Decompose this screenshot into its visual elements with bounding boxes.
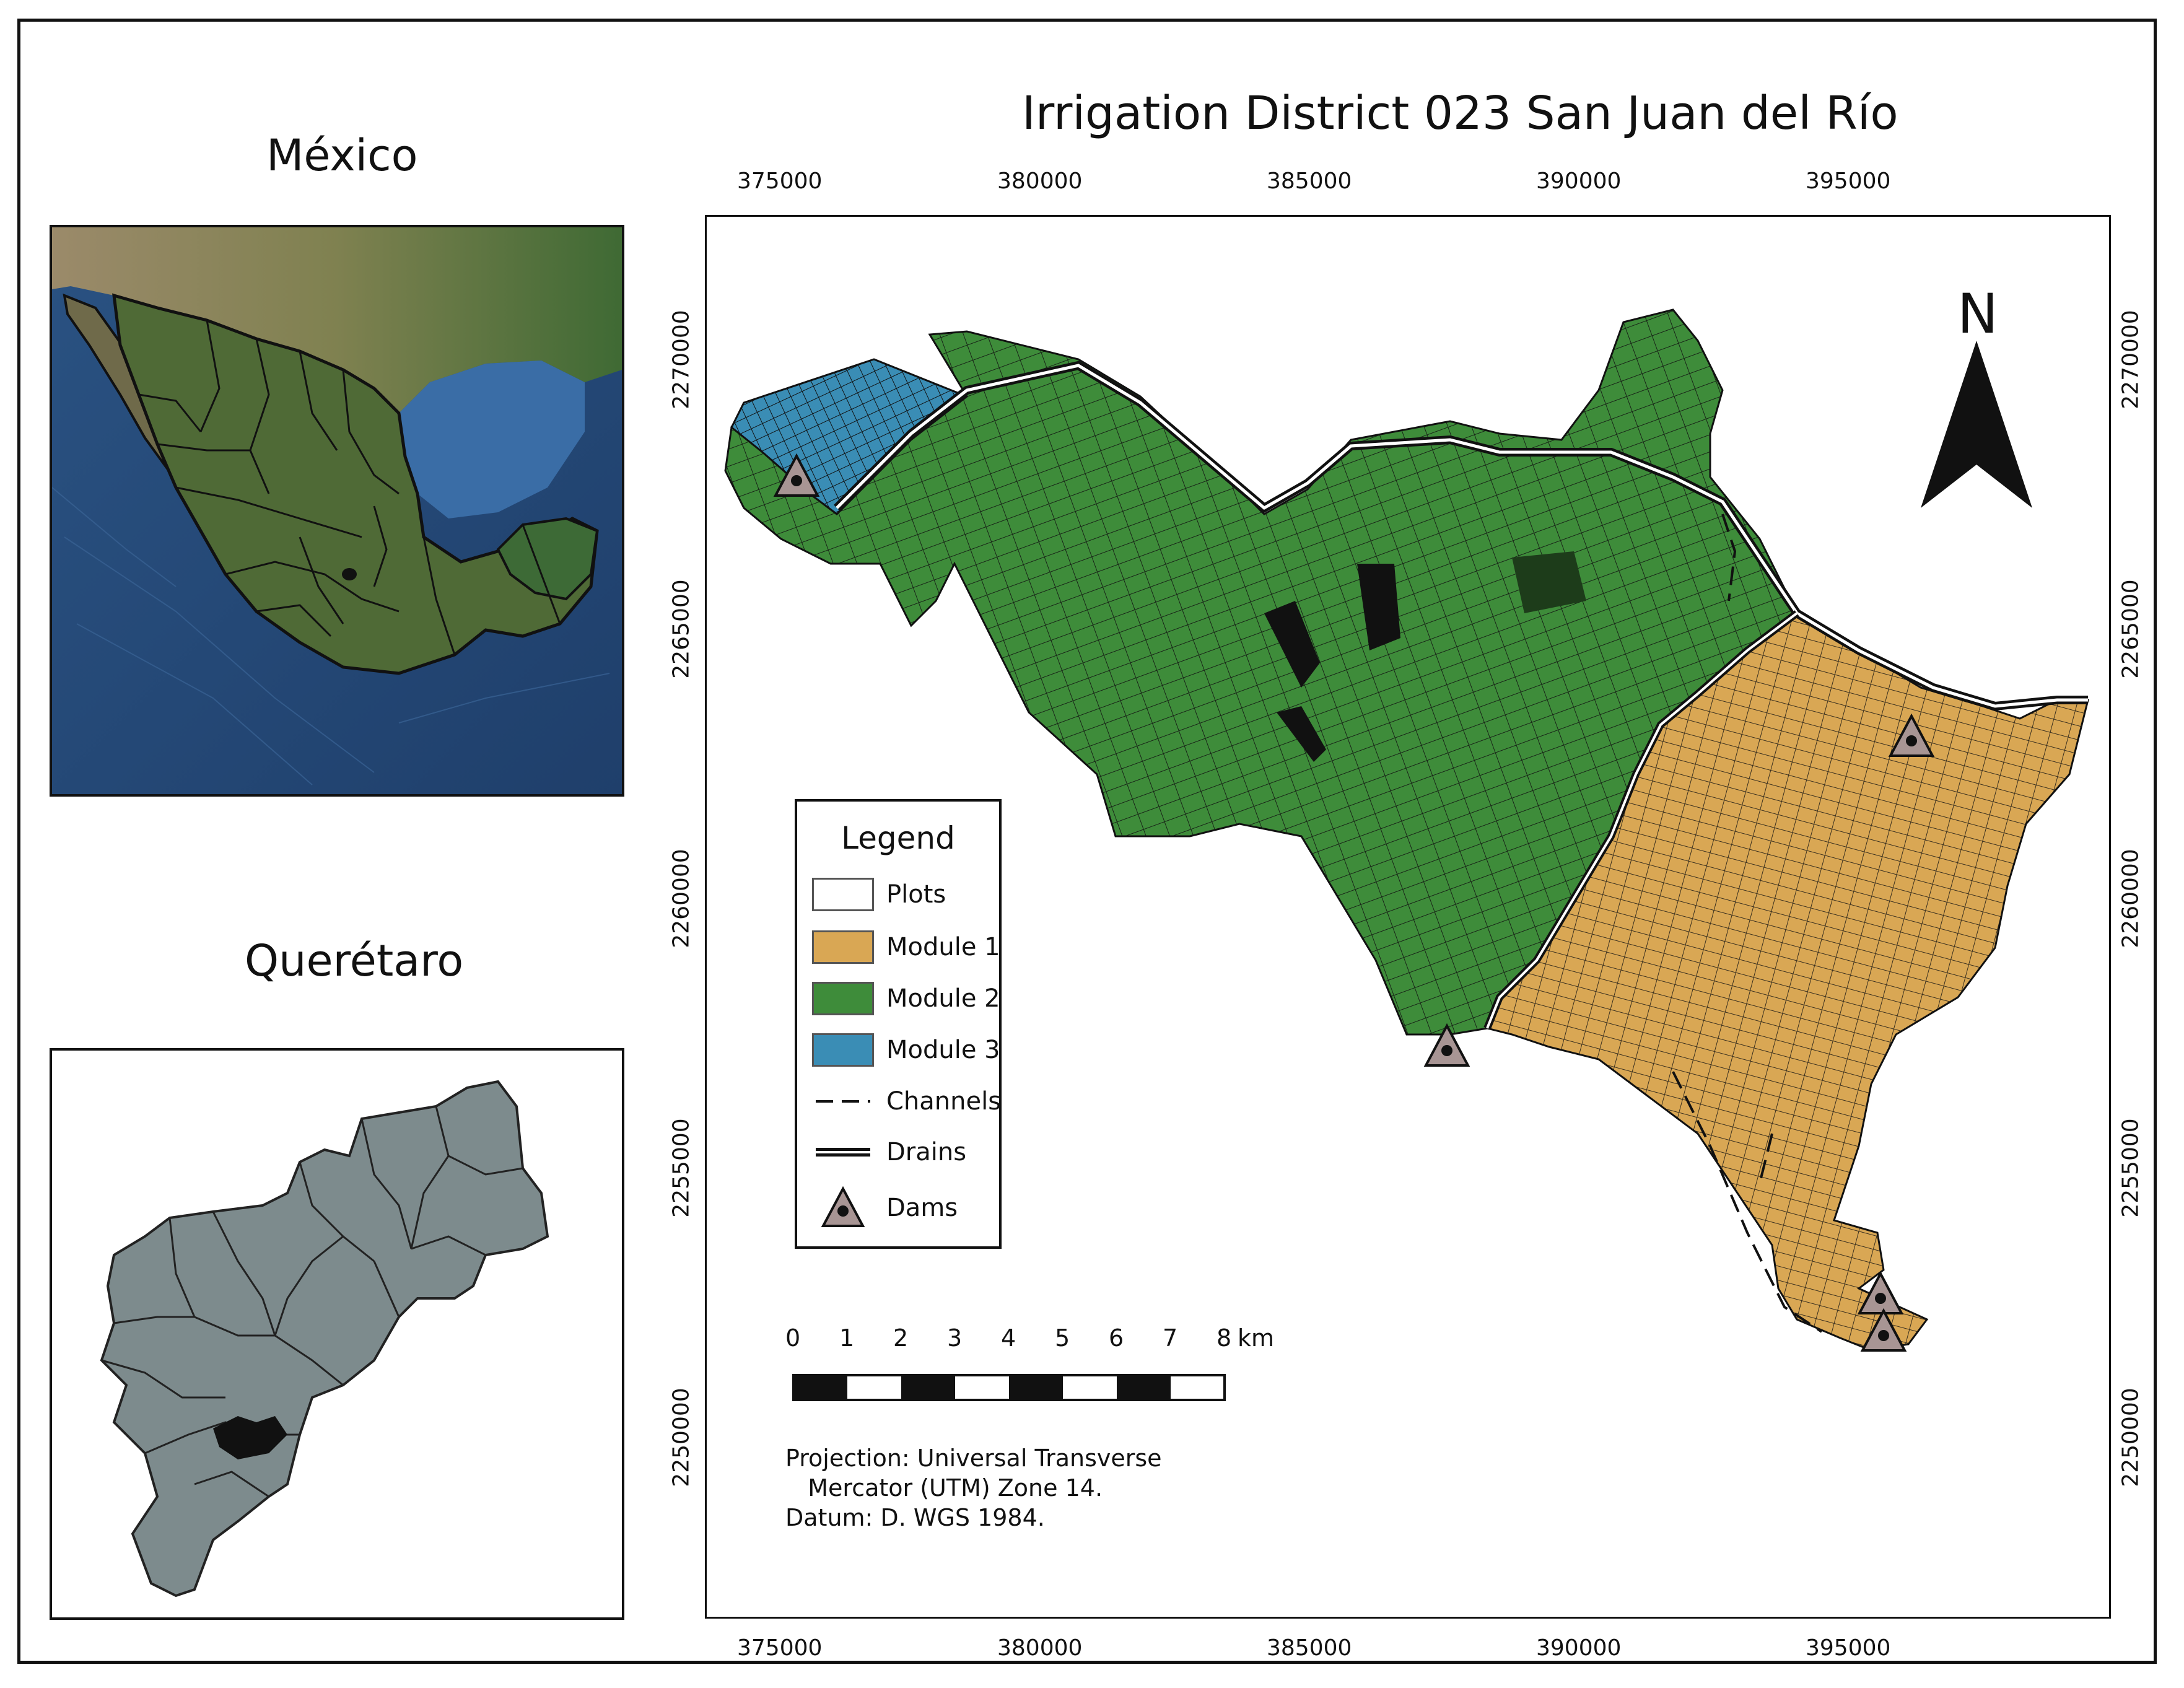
scale-unit: km (1238, 1324, 1275, 1352)
legend-label: Module 1 (886, 933, 1000, 961)
drain-line-icon (816, 1148, 870, 1157)
main-map-panel (705, 215, 2111, 1619)
yucatan-peninsula (496, 517, 599, 601)
legend-label: Plots (886, 880, 946, 909)
drains (834, 361, 2088, 1030)
irrigation-district-map (724, 308, 2089, 1401)
mexico-title: México (266, 130, 418, 181)
north-arrow-icon (1921, 341, 2032, 508)
x-tick-bottom: 390000 (1536, 1635, 1622, 1661)
x-tick-top: 385000 (1267, 168, 1352, 194)
legend-swatch (812, 878, 874, 911)
legend-label: Channels (886, 1087, 1002, 1116)
dams (773, 453, 1935, 1352)
scale-bar (792, 1374, 1226, 1401)
y-tick-left: 2255000 (668, 1118, 694, 1218)
y-tick-left: 2265000 (668, 579, 694, 679)
x-tick-bottom: 375000 (737, 1635, 823, 1661)
y-tick-right: 2270000 (2118, 310, 2144, 409)
mexico-inset-map (50, 225, 624, 797)
gulf-of-mexico (399, 361, 585, 518)
legend-label: Dams (886, 1194, 958, 1222)
scale-label: 4 (1001, 1324, 1016, 1352)
y-tick-right: 2260000 (2118, 849, 2144, 948)
legend: Legend Plots Module 1 Module 2 Module 3 … (795, 799, 1002, 1249)
legend-label: Module 3 (886, 1036, 1000, 1064)
y-tick-left: 2260000 (668, 849, 694, 948)
queretaro-title: Querétaro (245, 935, 464, 986)
legend-swatch (812, 982, 874, 1015)
legend-title: Legend (841, 820, 955, 856)
y-tick-left: 2270000 (668, 310, 694, 409)
x-tick-top: 380000 (997, 168, 1083, 194)
scale-label: 1 (839, 1324, 855, 1352)
dam-icon (1857, 1270, 1904, 1314)
legend-item-channels: Channels (812, 1083, 1001, 1120)
y-tick-left: 2250000 (668, 1388, 694, 1487)
legend-item-drains: Drains (812, 1134, 966, 1171)
scale-label: 3 (947, 1324, 963, 1352)
scale-label: 8 (1216, 1324, 1232, 1352)
legend-item-dams: Dams (812, 1186, 958, 1227)
dam-icon (1888, 713, 1935, 757)
y-tick-right: 2255000 (2118, 1118, 2144, 1218)
x-tick-bottom: 380000 (997, 1635, 1083, 1661)
legend-item-plots: Plots (812, 876, 946, 913)
mexico-satellite-svg (52, 227, 622, 794)
dam-icon (821, 1186, 865, 1227)
scale-label: 0 (785, 1324, 801, 1352)
projection-note: Projection: Universal Transverse Mercato… (785, 1445, 1162, 1531)
legend-item-module-3: Module 3 (812, 1031, 1000, 1069)
scale-label: 7 (1163, 1324, 1178, 1352)
queretaro-inset-map (50, 1048, 624, 1620)
dam-icon (1423, 1023, 1470, 1067)
state-borders (138, 320, 561, 655)
y-tick-right: 2250000 (2118, 1388, 2144, 1487)
x-tick-bottom: 395000 (1806, 1635, 1891, 1661)
x-tick-top: 375000 (737, 168, 823, 194)
legend-item-module-1: Module 1 (812, 929, 1000, 966)
main-map-title: Irrigation District 023 San Juan del Río (1022, 87, 1898, 140)
legend-label: Module 2 (886, 984, 1000, 1013)
dam-icon (773, 453, 820, 497)
queretaro-marker (342, 568, 357, 580)
x-tick-top: 390000 (1536, 168, 1622, 194)
north-label: N (1957, 282, 1998, 346)
irrigation-district-footprint (213, 1416, 287, 1459)
x-tick-bottom: 385000 (1267, 1635, 1352, 1661)
scale-label: 5 (1055, 1324, 1070, 1352)
map-frame (17, 19, 2157, 1664)
scale-label: 6 (1109, 1324, 1124, 1352)
legend-label: Drains (886, 1138, 967, 1166)
legend-swatch (812, 1033, 874, 1067)
usa-landmass (52, 227, 622, 413)
module-2-area (724, 308, 1798, 1036)
channels (1672, 514, 1823, 1333)
legend-item-module-2: Module 2 (812, 980, 1000, 1017)
scale-label: 2 (893, 1324, 909, 1352)
x-tick-top: 395000 (1806, 168, 1891, 194)
channel-line-icon (816, 1100, 870, 1103)
queretaro-state (100, 1080, 549, 1598)
queretaro-svg (100, 1080, 549, 1598)
dam-icon (1860, 1308, 1907, 1352)
legend-swatch (812, 930, 874, 964)
ocean-texture (52, 487, 610, 785)
y-tick-right: 2265000 (2118, 579, 2144, 679)
